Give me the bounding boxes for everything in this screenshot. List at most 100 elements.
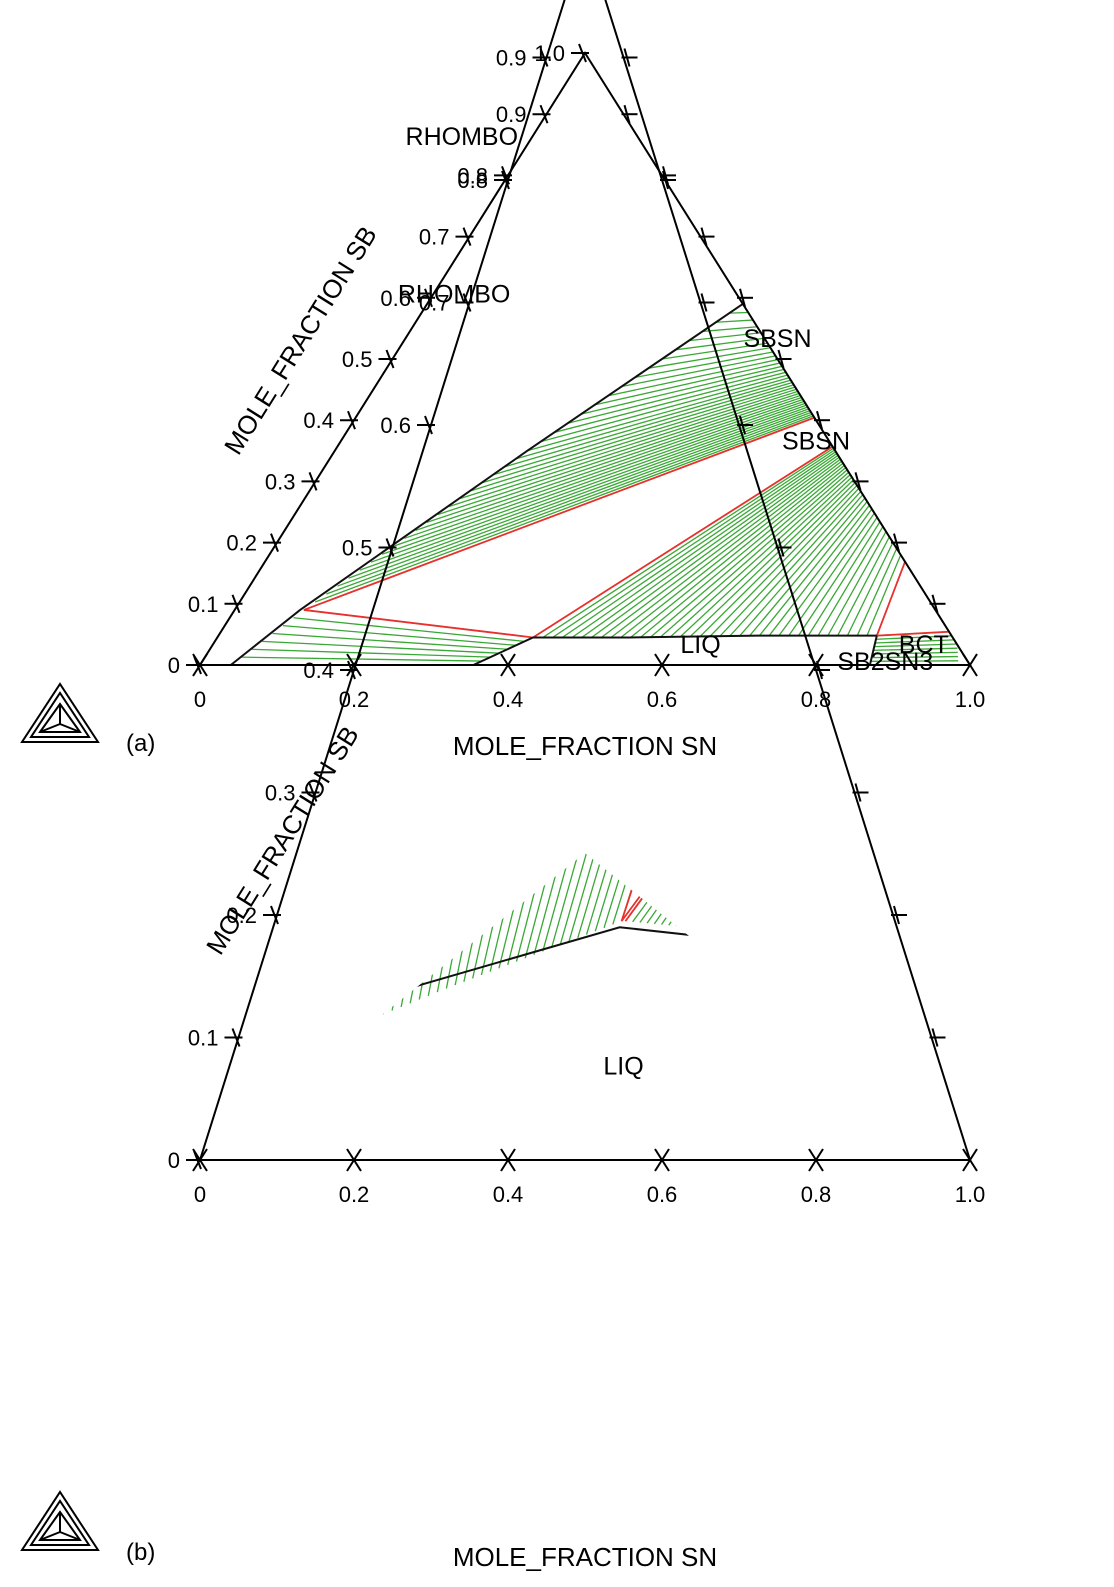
right-tick — [777, 538, 785, 557]
tie-line — [875, 634, 957, 640]
tie-line — [955, 378, 970, 633]
tie-line — [364, 853, 400, 1022]
y-tick — [501, 170, 510, 190]
tie-line — [870, 660, 959, 662]
tie-line — [319, 944, 339, 1041]
y-tick — [308, 472, 318, 491]
tie-line — [856, 853, 970, 944]
tie-line — [262, 640, 499, 654]
tie-line — [901, 147, 963, 160]
x-tick-label: 0.8 — [801, 1182, 832, 1207]
tie-line — [328, 924, 351, 1037]
x-tick-label: 0 — [194, 687, 206, 712]
tie-line — [661, 312, 969, 360]
right-tick — [816, 410, 823, 430]
right-tick — [662, 170, 669, 190]
tie-line — [833, 304, 969, 386]
ternary-diagram-a — [230, 82, 970, 665]
tie-line — [293, 617, 525, 643]
tie-line — [882, 210, 966, 261]
y-tick — [347, 660, 356, 680]
y-axis-title-a: MOLE_FRACTION SB — [218, 221, 383, 460]
tie-line — [783, 275, 970, 300]
phase-label: RHOMBO — [406, 123, 519, 151]
tie-line — [913, 152, 965, 183]
x-tick — [500, 653, 516, 677]
tie-line — [729, 304, 970, 314]
tie-line — [942, 853, 970, 952]
tie-line — [955, 371, 970, 632]
tie-line — [489, 853, 582, 972]
y-tick-label: 0.6 — [380, 286, 411, 311]
y-tick-label: 0.2 — [226, 531, 257, 556]
tie-line — [846, 369, 970, 637]
y-tick-label: 0.3 — [265, 469, 296, 494]
tie-line — [866, 370, 970, 636]
phase-boundary — [868, 635, 878, 665]
tie-line — [845, 211, 967, 235]
tie-line — [409, 853, 461, 1004]
tie-line — [934, 110, 961, 117]
y-tick — [347, 410, 356, 430]
y-tick-label: 0.1 — [188, 1026, 219, 1051]
tie-line — [817, 368, 970, 637]
phase-label: BCT — [899, 631, 949, 659]
phase-boundary — [472, 634, 877, 665]
tie-line — [814, 340, 969, 434]
phase-label: SBSN — [782, 428, 850, 456]
tie-line — [827, 316, 969, 402]
y-tick-label: 0.4 — [303, 408, 334, 433]
ternary-frame-b — [198, 0, 972, 1161]
tie-line — [875, 639, 958, 644]
y-tick-label: 0.7 — [419, 225, 450, 250]
tie-line — [870, 234, 967, 293]
x-tick-label: 0.2 — [339, 687, 370, 712]
ternary-frame — [198, 0, 972, 1161]
tie-line — [804, 257, 970, 288]
right-tick — [854, 472, 862, 491]
tie-line — [950, 81, 963, 89]
tie-line — [955, 385, 970, 634]
y-tick-label: 0.5 — [342, 536, 373, 561]
y-tick — [578, 43, 587, 63]
phase-label: SB2SN3 — [837, 648, 933, 676]
x-tick-label: 1.0 — [955, 687, 986, 712]
y-tick-label: 0.9 — [496, 102, 527, 127]
tie-line — [791, 853, 970, 938]
tie-line — [839, 293, 968, 371]
tie-line — [400, 853, 449, 1007]
x-tick-label: 0.2 — [339, 1182, 370, 1207]
tie-line — [820, 239, 969, 267]
y-tick — [424, 415, 433, 435]
tie-line — [675, 310, 969, 351]
tie-line — [956, 69, 962, 73]
right-tick — [854, 783, 862, 802]
ternary-triangle-logo — [20, 682, 100, 743]
y-tick-label: 0.7 — [419, 291, 450, 316]
tie-line — [326, 355, 970, 595]
x-tick — [500, 1148, 516, 1172]
tie-line — [348, 352, 970, 579]
tie-line — [418, 853, 473, 1000]
y-tick — [385, 349, 395, 369]
x-tick-label: 1.0 — [955, 1182, 986, 1207]
right-tick — [931, 594, 939, 614]
tie-line — [932, 116, 964, 136]
tie-line — [577, 853, 729, 939]
tie-line — [373, 853, 412, 1019]
x-axis-title-a: MOLE_FRACTION SN — [453, 731, 717, 761]
tie-line — [783, 853, 970, 937]
ticks-a: 0 0.2 0.4 0.6 0.8 1.000.10.20.30.40.50.60.70.… — [168, 41, 986, 712]
y-tick — [270, 533, 279, 552]
tie-line — [954, 497, 970, 638]
tie-line — [851, 269, 967, 340]
tie-line — [282, 1022, 291, 1055]
tie-line — [798, 853, 970, 938]
tie-line — [856, 370, 970, 636]
panel-label-a: (a) — [126, 730, 155, 757]
right-tick — [777, 349, 785, 369]
tie-line — [954, 407, 970, 636]
right-tick — [623, 48, 631, 67]
y-tick-label: 0.6 — [380, 413, 411, 438]
phase-boundary — [264, 926, 970, 1063]
